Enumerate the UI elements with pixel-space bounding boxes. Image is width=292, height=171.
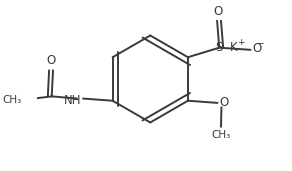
Text: NH: NH: [64, 94, 81, 107]
Text: CH₃: CH₃: [211, 130, 231, 140]
Text: O: O: [252, 42, 262, 55]
Text: O: O: [219, 96, 229, 109]
Text: CH₃: CH₃: [2, 95, 22, 105]
Text: S: S: [215, 41, 223, 54]
Text: O: O: [47, 54, 56, 67]
Text: −: −: [256, 39, 265, 49]
Text: K: K: [230, 41, 237, 54]
Text: +: +: [237, 38, 245, 47]
Text: O: O: [213, 5, 223, 18]
